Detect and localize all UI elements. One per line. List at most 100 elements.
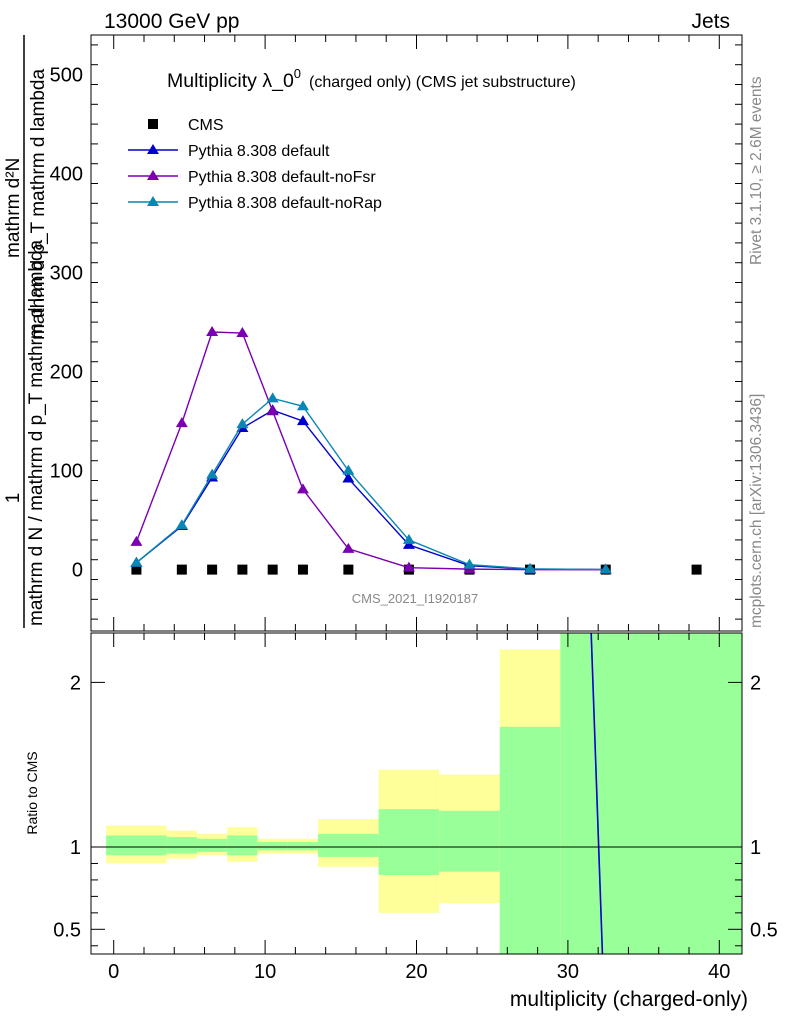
data-point [175, 417, 188, 428]
data-point [599, 563, 612, 574]
data-point [130, 535, 143, 546]
series-0 [131, 564, 702, 575]
x-tick-label: 10 [254, 961, 276, 983]
x-tick-label: 0 [108, 961, 119, 983]
legend-entry: Pythia 8.308 default-noFsr [128, 169, 376, 186]
ratio-band-inner [227, 835, 258, 856]
x-tick-label: 30 [557, 961, 579, 983]
data-point [402, 561, 415, 572]
legend-entry: Pythia 8.308 default [128, 143, 330, 160]
data-point [237, 564, 248, 575]
series-1 [130, 404, 612, 574]
chart-title-sup: 0 [294, 66, 301, 81]
data-point [236, 327, 249, 337]
legend-label: Pythia 8.308 default-noFsr [188, 169, 376, 186]
chart-title-sub: (charged only) (CMS jet substructure) [309, 74, 576, 91]
chart-title: Multiplicity λ_00 (charged only) (CMS jet… [167, 66, 576, 92]
ratio-band-inner [166, 837, 197, 854]
main-y-tick-label: 400 [50, 164, 83, 186]
x-tick-label: 40 [708, 961, 730, 983]
data-point [296, 483, 309, 494]
ratio-y-axis-label: Ratio to CMS [24, 751, 40, 834]
legend-entry: CMS [148, 117, 224, 134]
data-point [267, 564, 278, 575]
main-x-ticks [113, 35, 720, 631]
ratio-model-line-layer [590, 632, 604, 955]
data-point [297, 564, 308, 575]
ratio-y-tick-label: 2 [70, 672, 81, 694]
legend: CMS Pythia 8.308 default Pythia 8.308 defa… [128, 117, 382, 212]
data-point [266, 392, 279, 403]
chart-title-main: Multiplicity λ_0 [167, 70, 294, 92]
ratio-y-tick-label-right: 2 [750, 672, 761, 694]
ratio-band-inner [318, 833, 379, 857]
main-y-tick-label: 500 [50, 65, 83, 87]
ratio-y-tick-label: 0.5 [53, 919, 81, 941]
x-tick-label: 20 [405, 961, 427, 983]
legend-marker [147, 196, 159, 206]
legend-entry: Pythia 8.308 default-noRap [128, 195, 382, 212]
ratio-band-inner [257, 842, 288, 851]
ratio-model-line [590, 632, 604, 955]
data-point [463, 558, 476, 569]
ratio-band-inner [196, 838, 228, 852]
series-line [135, 397, 606, 571]
data-point [206, 326, 219, 337]
legend-marker [147, 144, 159, 154]
header-energy-label: 13000 GeV pp [104, 10, 239, 33]
y-label-sub: mathrm d p_T mathrm d lambda [28, 69, 49, 340]
data-point [343, 564, 354, 575]
analysis-watermark: CMS_2021_I1920187 [352, 591, 479, 606]
main-y-tick-label: 100 [50, 461, 83, 483]
y-label-main: mathrm d²N [3, 158, 24, 258]
data-point [266, 405, 279, 416]
main-y-tick-label: 300 [50, 263, 83, 285]
series-line [135, 409, 606, 571]
main-y-ticks: 0 100 200 300 400 500 [50, 44, 742, 620]
data-point [342, 464, 355, 475]
legend-label: CMS [188, 117, 224, 134]
series-3 [130, 392, 612, 574]
data-point [207, 564, 218, 575]
data-point [236, 418, 249, 429]
rivet-version-label: Rivet 3.1.10, ≥ 2.6M events [748, 76, 765, 265]
data-point [296, 400, 309, 411]
main-y-tick-label: 200 [50, 362, 83, 384]
y-label-denominator: mathrm d N / mathrm d p_T mathrm d lambd… [26, 239, 47, 626]
data-point [296, 415, 309, 426]
data-point [130, 556, 143, 567]
ratio-band-inner [560, 633, 742, 954]
y-label-numerator: 1 [3, 493, 24, 504]
data-point [176, 564, 187, 575]
data-point [342, 542, 355, 553]
data-point [206, 468, 219, 479]
ratio-panel: 0.5 0.5 1 1 2 2 0 10 20 30 40 Ratio to CMS multip… [24, 632, 778, 1011]
ratio-band-inner [287, 842, 319, 851]
data-point [175, 519, 188, 530]
ratio-band-inner [378, 809, 440, 875]
legend-marker [147, 170, 159, 180]
ratio-y-ticks: 0.5 0.5 1 1 2 2 [53, 672, 778, 947]
x-axis-label: multiplicity (charged-only) [510, 988, 748, 1011]
data-point [691, 564, 702, 575]
legend-label: Pythia 8.308 default [188, 143, 330, 160]
ratio-band-inner [499, 726, 561, 954]
main-y-tick-label: 0 [72, 560, 83, 582]
ratio-y-tick-label: 1 [70, 837, 81, 859]
data-point [402, 533, 415, 544]
series-line [135, 331, 606, 571]
main-series-layer [130, 326, 702, 575]
series-2 [130, 326, 612, 574]
ratio-band-inner [106, 835, 167, 856]
data-point [131, 564, 142, 575]
ratio-band-inner [439, 810, 500, 872]
ratio-x-ticks: 0 10 20 30 40 [108, 633, 730, 983]
main-y-axis-label: 1 mathrm d N / mathrm d p_T mathrm d lam… [3, 35, 49, 628]
ratio-y-tick-label-right: 1 [750, 837, 761, 859]
data-point [342, 472, 355, 483]
data-point [524, 562, 537, 573]
ratio-uncertainty-bands [106, 633, 742, 954]
ratio-y-tick-label-right: 0.5 [750, 919, 778, 941]
